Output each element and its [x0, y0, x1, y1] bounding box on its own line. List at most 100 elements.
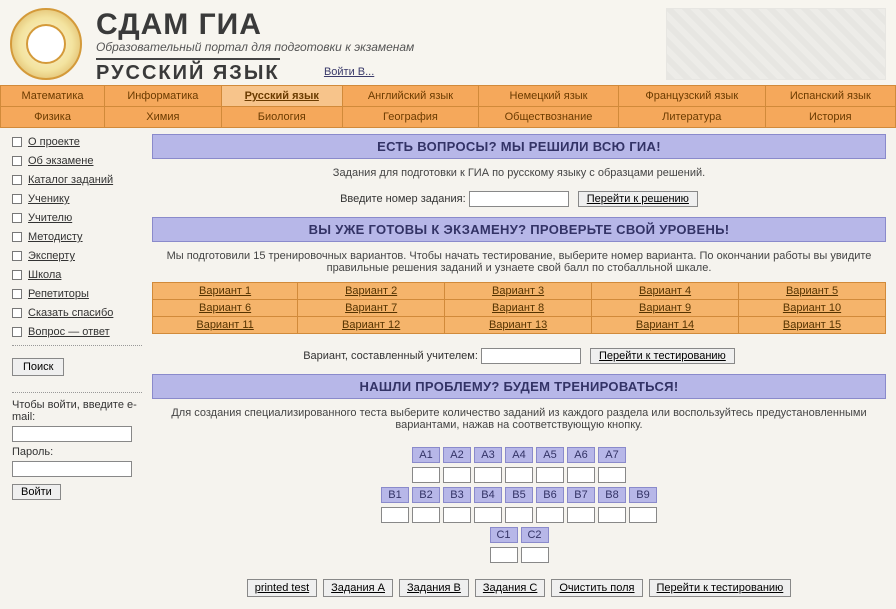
goto-testing-button[interactable]: Перейти к тестированию	[590, 348, 735, 364]
topnav-item[interactable]: Информатика	[105, 86, 222, 107]
task-count-a3[interactable]	[474, 467, 502, 483]
topnav-item[interactable]: Английский язык	[342, 86, 478, 107]
task-label-b6[interactable]: B6	[536, 487, 564, 503]
variant-link[interactable]: Вариант 13	[445, 317, 592, 334]
variant-link[interactable]: Вариант 12	[298, 317, 445, 334]
checkbox-icon	[12, 308, 22, 318]
sidebar-item[interactable]: Вопрос — ответ	[12, 326, 142, 338]
action-button[interactable]: Задания A	[323, 579, 393, 597]
variant-link[interactable]: Вариант 7	[298, 300, 445, 317]
variant-link[interactable]: Вариант 1	[153, 283, 298, 300]
task-count-b7[interactable]	[567, 507, 595, 523]
variant-link[interactable]: Вариант 8	[445, 300, 592, 317]
task-count-b1[interactable]	[381, 507, 409, 523]
task-label-b8[interactable]: B8	[598, 487, 626, 503]
task-label-a2[interactable]: A2	[443, 447, 471, 463]
task-label-b2[interactable]: B2	[412, 487, 440, 503]
task-count-b5[interactable]	[505, 507, 533, 523]
password-field[interactable]	[12, 461, 132, 477]
task-label-b7[interactable]: B7	[567, 487, 595, 503]
task-count-c1[interactable]	[490, 547, 518, 563]
search-button[interactable]: Поиск	[12, 358, 64, 376]
topnav-item[interactable]: Испанский язык	[765, 86, 895, 107]
sidebar-item[interactable]: Эксперту	[12, 250, 142, 262]
action-button[interactable]: Задания C	[475, 579, 545, 597]
task-count-b6[interactable]	[536, 507, 564, 523]
task-label-a6[interactable]: A6	[567, 447, 595, 463]
action-button[interactable]: printed test	[247, 579, 317, 597]
variant-link[interactable]: Вариант 5	[739, 283, 886, 300]
task-count-a5[interactable]	[536, 467, 564, 483]
checkbox-icon	[12, 156, 22, 166]
action-button[interactable]: Перейти к тестированию	[649, 579, 792, 597]
variant-link[interactable]: Вариант 15	[739, 317, 886, 334]
variant-table: Вариант 1Вариант 2Вариант 3Вариант 4Вари…	[152, 282, 886, 334]
sidebar-item[interactable]: Каталог заданий	[12, 174, 142, 186]
topnav-item[interactable]: Химия	[105, 107, 222, 128]
task-count-a1[interactable]	[412, 467, 440, 483]
topnav-item[interactable]: География	[342, 107, 478, 128]
task-label-a3[interactable]: A3	[474, 447, 502, 463]
sidebar-item[interactable]: Ученику	[12, 193, 142, 205]
task-label-b1[interactable]: B1	[381, 487, 409, 503]
task-count-a2[interactable]	[443, 467, 471, 483]
password-label: Пароль:	[12, 446, 142, 458]
task-label-a5[interactable]: A5	[536, 447, 564, 463]
task-label-b3[interactable]: B3	[443, 487, 471, 503]
task-label-b9[interactable]: B9	[629, 487, 657, 503]
sidebar-item-label: Каталог заданий	[28, 174, 113, 186]
task-label-b4[interactable]: B4	[474, 487, 502, 503]
task-count-c2[interactable]	[521, 547, 549, 563]
variant-link[interactable]: Вариант 2	[298, 283, 445, 300]
task-count-b8[interactable]	[598, 507, 626, 523]
topnav-item[interactable]: Немецкий язык	[479, 86, 619, 107]
topnav-item[interactable]: Французский язык	[618, 86, 765, 107]
teacher-variant-input[interactable]	[481, 348, 581, 364]
task-count-a6[interactable]	[567, 467, 595, 483]
subject-title: РУССКИЙ ЯЗЫК	[96, 58, 280, 85]
task-label-b5[interactable]: B5	[505, 487, 533, 503]
task-count-b2[interactable]	[412, 507, 440, 523]
variant-link[interactable]: Вариант 10	[739, 300, 886, 317]
task-count-a7[interactable]	[598, 467, 626, 483]
variant-link[interactable]: Вариант 4	[592, 283, 739, 300]
topnav-item[interactable]: Литература	[618, 107, 765, 128]
topnav-item[interactable]: История	[765, 107, 895, 128]
sidebar-item[interactable]: Методисту	[12, 231, 142, 243]
variant-link[interactable]: Вариант 9	[592, 300, 739, 317]
action-button[interactable]: Задания B	[399, 579, 469, 597]
task-number-input[interactable]	[469, 191, 569, 207]
email-field[interactable]	[12, 426, 132, 442]
task-label-a1[interactable]: A1	[412, 447, 440, 463]
sidebar-item[interactable]: Репетиторы	[12, 288, 142, 300]
logo-sun-icon	[10, 8, 82, 80]
login-button[interactable]: Войти	[12, 484, 61, 500]
task-label-c2[interactable]: C2	[521, 527, 549, 543]
action-button[interactable]: Очистить поля	[551, 579, 642, 597]
header-login-link[interactable]: Войти В...	[324, 66, 374, 78]
task-label-c1[interactable]: C1	[490, 527, 518, 543]
topnav-item[interactable]: Обществознание	[479, 107, 619, 128]
task-count-b4[interactable]	[474, 507, 502, 523]
variant-link[interactable]: Вариант 11	[153, 317, 298, 334]
topnav-item[interactable]: Биология	[221, 107, 342, 128]
task-grid: A1A2A3A4A5A6A7 B1B2B3B4B5B6B7B8B9 C1C2	[152, 447, 886, 563]
goto-solution-button[interactable]: Перейти к решению	[578, 191, 698, 207]
topnav-item[interactable]: Русский язык	[221, 86, 342, 107]
topnav-item[interactable]: Математика	[1, 86, 105, 107]
task-number-form: Введите номер задания: Перейти к решению	[152, 187, 886, 217]
sidebar-item[interactable]: Об экзамене	[12, 155, 142, 167]
task-count-b9[interactable]	[629, 507, 657, 523]
task-label-a4[interactable]: A4	[505, 447, 533, 463]
task-count-b3[interactable]	[443, 507, 471, 523]
sidebar-item[interactable]: О проекте	[12, 136, 142, 148]
variant-link[interactable]: Вариант 3	[445, 283, 592, 300]
sidebar-item[interactable]: Школа	[12, 269, 142, 281]
task-label-a7[interactable]: A7	[598, 447, 626, 463]
sidebar-item[interactable]: Сказать спасибо	[12, 307, 142, 319]
sidebar-item[interactable]: Учителю	[12, 212, 142, 224]
variant-link[interactable]: Вариант 14	[592, 317, 739, 334]
topnav-item[interactable]: Физика	[1, 107, 105, 128]
task-count-a4[interactable]	[505, 467, 533, 483]
variant-link[interactable]: Вариант 6	[153, 300, 298, 317]
